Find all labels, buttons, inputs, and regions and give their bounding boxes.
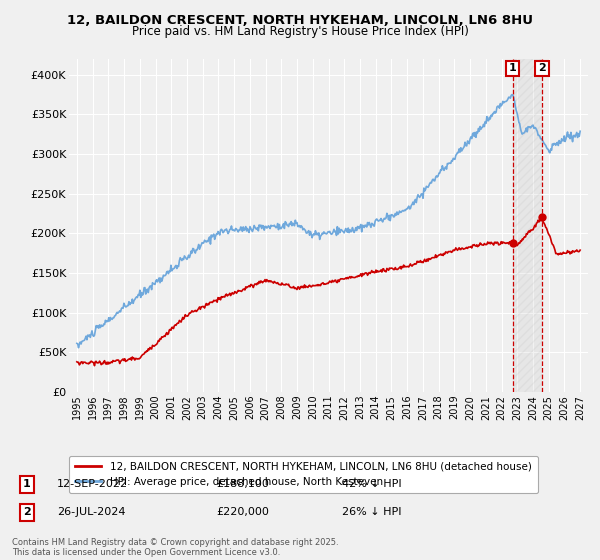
Text: 42% ↓ HPI: 42% ↓ HPI [342, 479, 401, 489]
Text: 2: 2 [538, 63, 546, 73]
Legend: 12, BAILDON CRESCENT, NORTH HYKEHAM, LINCOLN, LN6 8HU (detached house), HPI: Ave: 12, BAILDON CRESCENT, NORTH HYKEHAM, LIN… [69, 455, 538, 493]
Text: 12-SEP-2022: 12-SEP-2022 [57, 479, 128, 489]
Text: 1: 1 [23, 479, 31, 489]
Text: Contains HM Land Registry data © Crown copyright and database right 2025.
This d: Contains HM Land Registry data © Crown c… [12, 538, 338, 557]
Bar [512, 59, 542, 392]
Text: 1: 1 [509, 63, 517, 73]
Text: £188,100: £188,100 [216, 479, 269, 489]
Text: 26-JUL-2024: 26-JUL-2024 [57, 507, 125, 517]
Text: 26% ↓ HPI: 26% ↓ HPI [342, 507, 401, 517]
Text: 12, BAILDON CRESCENT, NORTH HYKEHAM, LINCOLN, LN6 8HU: 12, BAILDON CRESCENT, NORTH HYKEHAM, LIN… [67, 14, 533, 27]
Text: £220,000: £220,000 [216, 507, 269, 517]
Text: Price paid vs. HM Land Registry's House Price Index (HPI): Price paid vs. HM Land Registry's House … [131, 25, 469, 38]
Text: 2: 2 [23, 507, 31, 517]
